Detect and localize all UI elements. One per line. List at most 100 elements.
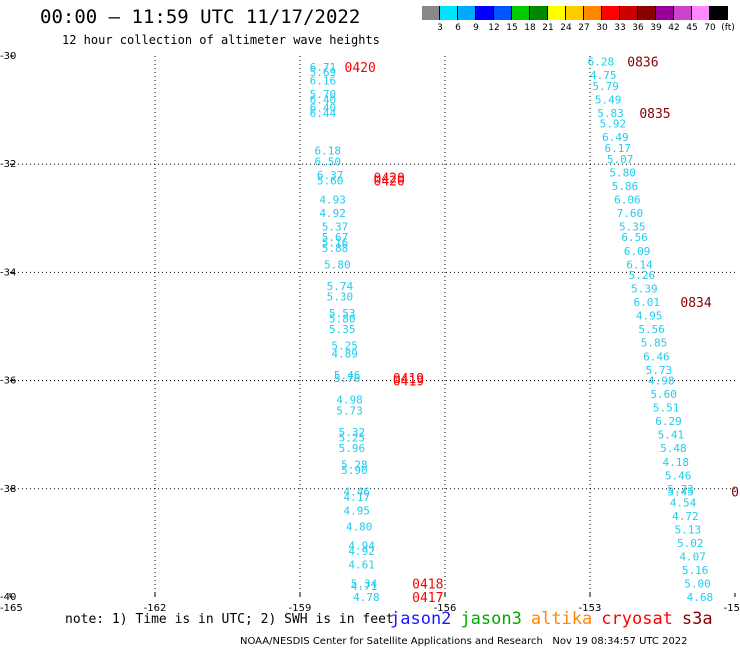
wave-height-value: 4.61 bbox=[348, 559, 375, 572]
wave-height-value: 4.92 bbox=[348, 545, 375, 558]
pass-time-label: 0833 bbox=[731, 486, 740, 501]
wave-height-value: 5.02 bbox=[677, 537, 704, 550]
x-tick-label: -165 bbox=[0, 603, 23, 614]
color-scale-label: 21 bbox=[542, 23, 554, 33]
color-scale-label: 33 bbox=[614, 23, 626, 33]
wave-height-value: 6.29 bbox=[655, 415, 682, 428]
color-scale-swatch bbox=[458, 6, 476, 20]
color-scale-swatch bbox=[440, 6, 458, 20]
color-scale-label: 12 bbox=[488, 23, 500, 33]
wave-height-value: 6.46 bbox=[643, 350, 670, 363]
wave-height-value: 4.95 bbox=[636, 310, 663, 323]
wave-height-value: 4.94 bbox=[348, 540, 375, 553]
wave-height-value: 4.46 bbox=[344, 486, 371, 499]
wave-height-value: 5.46 bbox=[334, 369, 361, 382]
color-scale-swatch bbox=[566, 6, 584, 20]
wave-height-value: 5.86 bbox=[612, 180, 639, 193]
wave-height-value: 5.83 bbox=[597, 107, 624, 120]
wave-height-value: 5.13 bbox=[675, 523, 702, 536]
color-scale-label: 9 bbox=[473, 23, 479, 33]
y-tick-label: -40 bbox=[0, 592, 16, 603]
color-scale-swatch bbox=[530, 6, 548, 20]
wave-height-value: 6.16 bbox=[310, 74, 337, 87]
wave-height-value: 6.09 bbox=[624, 245, 651, 258]
pass-time-label: 0420 bbox=[374, 172, 405, 187]
wave-height-value: 5.74 bbox=[327, 280, 354, 293]
wave-height-value: 4.98 bbox=[648, 375, 675, 388]
wave-height-value: 5.49 bbox=[595, 93, 622, 106]
color-scale-swatch bbox=[548, 6, 566, 20]
color-scale-swatch bbox=[422, 6, 440, 20]
wave-height-value: 4.72 bbox=[672, 510, 699, 523]
wave-height-value: 6.49 bbox=[602, 131, 629, 144]
pass-time-label: 0419 bbox=[393, 375, 424, 390]
wave-height-value: 5.37 bbox=[322, 220, 349, 233]
x-tick-label: -162 bbox=[144, 603, 167, 614]
wave-height-value: 6.06 bbox=[614, 193, 641, 206]
wave-height-value: 6.44 bbox=[310, 107, 337, 120]
wave-height-value: 6.37 bbox=[317, 169, 344, 182]
wave-height-value: 5.79 bbox=[592, 80, 619, 93]
wave-height-value: 5.35 bbox=[619, 220, 646, 233]
wave-height-value: 5.73 bbox=[646, 364, 673, 377]
wave-height-value: 4.95 bbox=[344, 504, 371, 517]
wave-height-value: 4.98 bbox=[336, 394, 363, 407]
color-scale-label: 27 bbox=[578, 23, 590, 33]
wave-height-value: 5.25 bbox=[331, 339, 358, 352]
wave-height-value: 6.14 bbox=[626, 258, 653, 271]
satellite-legend-entry: jason2 bbox=[390, 609, 452, 629]
wave-height-value: 5.76 bbox=[334, 372, 361, 385]
wave-height-value: 5.60 bbox=[650, 388, 677, 401]
wave-height-value: 5.85 bbox=[641, 337, 668, 350]
y-tick-label: -30 bbox=[0, 51, 16, 62]
pass-time-label: 0418 bbox=[412, 577, 443, 592]
wave-height-value: 5.25 bbox=[339, 431, 366, 444]
pass-time-label: 0420 bbox=[374, 174, 405, 189]
wave-height-value: 5.92 bbox=[600, 118, 627, 131]
wave-height-value: 6.01 bbox=[634, 296, 661, 309]
wave-height-value: 5.67 bbox=[322, 231, 349, 244]
satellite-legend-entry: altika bbox=[530, 609, 593, 629]
color-scale-label: 30 bbox=[596, 23, 608, 33]
color-scale-label: 24 bbox=[560, 23, 572, 33]
color-scale-swatch bbox=[494, 6, 512, 20]
color-scale-label: (ft) bbox=[721, 23, 735, 33]
pass-time-label: 0835 bbox=[639, 107, 670, 122]
color-scale-swatch bbox=[638, 6, 656, 20]
color-scale-swatch bbox=[584, 6, 602, 20]
wave-height-value: 4.07 bbox=[679, 550, 706, 563]
color-scale-label: 42 bbox=[668, 23, 680, 33]
wave-height-value: 6.71 bbox=[310, 61, 337, 74]
wave-height-value: 5.51 bbox=[653, 402, 680, 415]
color-scale-label: 39 bbox=[650, 23, 662, 33]
color-scale-swatch bbox=[602, 6, 620, 20]
color-scale-label: 6 bbox=[455, 23, 461, 33]
y-tick-label: -34 bbox=[0, 267, 16, 278]
wave-height-value: 4.80 bbox=[346, 521, 373, 534]
pass-time-label: 0419 bbox=[393, 372, 424, 387]
wave-height-value: 5.80 bbox=[329, 312, 356, 325]
wave-height-value: 5.90 bbox=[341, 464, 368, 477]
wave-height-value: 4.71 bbox=[351, 580, 378, 593]
wave-height-value: 5.80 bbox=[609, 166, 636, 179]
satellite-legend-entry: cryosat bbox=[601, 609, 673, 629]
pass-time-label: 0420 bbox=[345, 61, 376, 76]
color-scale-swatch bbox=[692, 6, 710, 20]
wave-height-value: 5.88 bbox=[322, 242, 349, 255]
pass-time-label: 0834 bbox=[680, 296, 711, 311]
wave-height-value: 5.41 bbox=[658, 429, 685, 442]
color-scale-label: 70 bbox=[704, 23, 716, 33]
y-tick-label: -36 bbox=[0, 376, 16, 387]
color-scale-label: 18 bbox=[524, 23, 536, 33]
chart-title: 00:00 – 11:59 UTC 11/17/2022 bbox=[40, 6, 361, 28]
pass-time-label: 0836 bbox=[627, 55, 658, 70]
wave-height-value: 5.32 bbox=[339, 426, 366, 439]
wave-height-value: 7.60 bbox=[617, 207, 644, 220]
wave-height-value: 5.16 bbox=[322, 237, 349, 250]
wave-height-value: 5.56 bbox=[638, 323, 665, 336]
color-scale-swatch bbox=[710, 6, 728, 20]
color-scale-label: 3 bbox=[437, 23, 443, 33]
wave-height-value: 5.69 bbox=[310, 66, 337, 79]
color-scale-swatch bbox=[476, 6, 494, 20]
